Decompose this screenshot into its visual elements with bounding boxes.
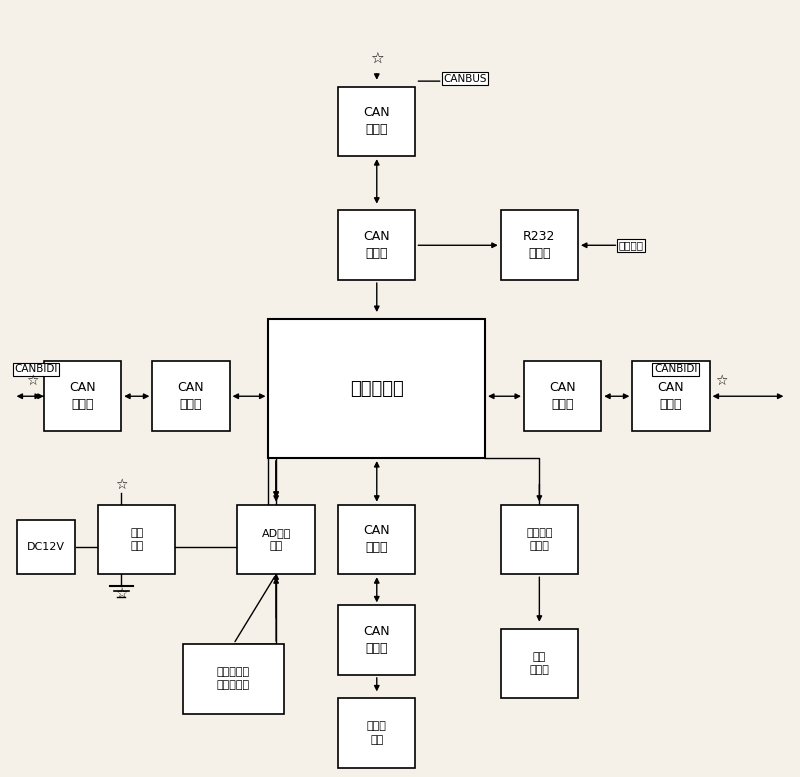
Text: 人机界
面盒: 人机界 面盒 xyxy=(367,721,386,744)
FancyBboxPatch shape xyxy=(338,211,415,280)
Text: 电磁
先导阀: 电磁 先导阀 xyxy=(530,652,550,675)
Text: DC12V: DC12V xyxy=(26,542,65,552)
Text: AD转换
模块: AD转换 模块 xyxy=(262,528,291,551)
Text: ☆: ☆ xyxy=(370,52,383,67)
Text: CAN
控制器: CAN 控制器 xyxy=(363,230,390,260)
Text: R232
收发器: R232 收发器 xyxy=(523,230,555,260)
FancyBboxPatch shape xyxy=(501,211,578,280)
FancyBboxPatch shape xyxy=(44,361,122,431)
Text: 行程传感器
压力传感器: 行程传感器 压力传感器 xyxy=(217,667,250,691)
Text: CANBIDI: CANBIDI xyxy=(14,364,58,375)
FancyBboxPatch shape xyxy=(152,361,230,431)
Text: CAN
控制器: CAN 控制器 xyxy=(363,106,390,137)
Text: 电源
模块: 电源 模块 xyxy=(130,528,143,551)
FancyBboxPatch shape xyxy=(238,504,315,574)
FancyBboxPatch shape xyxy=(632,361,710,431)
Text: CAN
控制器: CAN 控制器 xyxy=(178,382,204,411)
FancyBboxPatch shape xyxy=(524,361,602,431)
FancyBboxPatch shape xyxy=(268,319,485,458)
FancyBboxPatch shape xyxy=(338,86,415,156)
Text: CAN
收发器: CAN 收发器 xyxy=(658,382,684,411)
Text: CANBIDI: CANBIDI xyxy=(654,364,698,375)
FancyBboxPatch shape xyxy=(501,629,578,699)
FancyBboxPatch shape xyxy=(338,605,415,675)
Text: ☆: ☆ xyxy=(115,587,127,601)
Text: ☆: ☆ xyxy=(715,374,727,388)
FancyBboxPatch shape xyxy=(183,644,284,713)
Text: CAN
控制器: CAN 控制器 xyxy=(550,382,576,411)
Text: CAN
控制器: CAN 控制器 xyxy=(363,625,390,655)
FancyBboxPatch shape xyxy=(501,504,578,574)
Text: CANBUS: CANBUS xyxy=(443,74,487,84)
Text: CAN
收发器: CAN 收发器 xyxy=(70,382,96,411)
Text: 单片机模块: 单片机模块 xyxy=(350,379,404,398)
Text: ☆: ☆ xyxy=(115,479,127,493)
Text: ☆: ☆ xyxy=(26,374,38,388)
FancyBboxPatch shape xyxy=(338,504,415,574)
FancyBboxPatch shape xyxy=(338,699,415,768)
Text: 串口通讯: 串口通讯 xyxy=(618,240,643,250)
Text: 电磁阀驱
动模块: 电磁阀驱 动模块 xyxy=(526,528,553,551)
FancyBboxPatch shape xyxy=(98,504,175,574)
FancyBboxPatch shape xyxy=(17,520,75,574)
Text: CAN
控制器: CAN 控制器 xyxy=(363,524,390,555)
